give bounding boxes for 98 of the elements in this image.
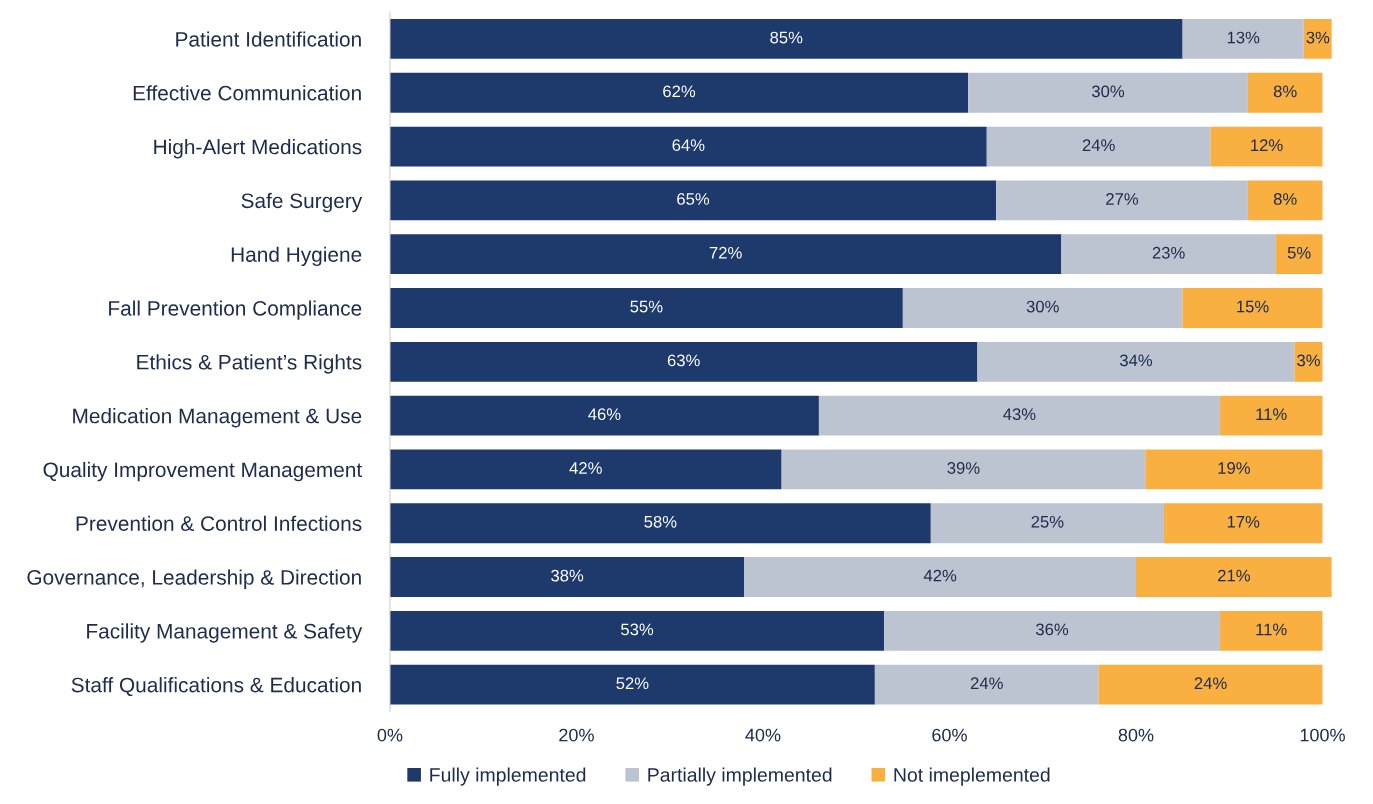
data-label: 19%: [1218, 462, 1250, 474]
x-tick-label: 40%: [745, 728, 781, 742]
bar: [389, 180, 997, 221]
bar: [1247, 72, 1323, 113]
bar: [1145, 449, 1323, 490]
data-label: 8%: [1273, 85, 1297, 98]
data-label: 3%: [1306, 31, 1330, 44]
y-tick-label: High-Alert Medications: [154, 139, 362, 159]
data-label: 25%: [1031, 515, 1064, 528]
data-label: 8%: [1273, 193, 1297, 205]
data-label: 21%: [1218, 569, 1250, 582]
data-label: 24%: [1082, 139, 1115, 151]
data-label: 52%: [616, 677, 649, 690]
data-label: 15%: [1237, 300, 1269, 313]
data-label: 12%: [1251, 139, 1283, 151]
data-label: 3%: [1297, 354, 1320, 367]
y-tick-label: Ethics & Patient’s Rights: [137, 354, 362, 374]
bar: [1219, 395, 1323, 436]
bar: [1210, 126, 1323, 167]
bar: [1135, 557, 1332, 597]
bar: [389, 19, 1183, 59]
data-label: 46%: [588, 408, 621, 421]
data-label: 62%: [663, 85, 696, 98]
bar: [389, 234, 1062, 275]
bar: [389, 288, 903, 328]
data-label: 34%: [1119, 354, 1153, 367]
data-label: 36%: [1036, 623, 1069, 636]
bar: [389, 664, 875, 705]
bar: [1182, 288, 1323, 328]
bar: [986, 126, 1211, 167]
data-label: 39%: [947, 462, 980, 474]
data-label: 43%: [1003, 408, 1036, 421]
bar: [389, 395, 819, 436]
data-label: 72%: [709, 246, 742, 259]
legend-label: Partially implemented: [648, 767, 832, 786]
bar: [1163, 503, 1323, 544]
data-label: 5%: [1287, 246, 1311, 259]
y-tick-label: Prevention & Control Infections: [76, 515, 362, 531]
bar: [744, 557, 1136, 597]
bar: [884, 610, 1220, 651]
bar: [1247, 180, 1323, 221]
data-label: 13%: [1227, 31, 1260, 44]
bar: [389, 610, 885, 651]
y-tick-label: Effective Communication: [133, 85, 361, 101]
data-label: 11%: [1256, 623, 1287, 636]
bar: [818, 395, 1220, 436]
bar: [996, 180, 1248, 221]
legend-label: Not imeplemented: [894, 767, 1050, 786]
bar: [389, 126, 987, 167]
data-label: 17%: [1227, 515, 1260, 528]
bar: [389, 72, 969, 113]
bar: [977, 341, 1295, 382]
data-label: 30%: [1026, 300, 1059, 313]
data-label: 65%: [677, 193, 710, 205]
data-label: 85%: [770, 31, 803, 44]
data-label: 11%: [1256, 408, 1287, 421]
y-tick-label: Patient Identification: [176, 31, 361, 47]
bar: [902, 288, 1183, 328]
y-tick-label: Quality Improvement Management: [43, 461, 363, 482]
y-tick-label: Fall Prevention Compliance: [109, 300, 362, 320]
x-tick-label: 0%: [377, 728, 403, 742]
data-label: 53%: [621, 623, 654, 636]
bar: [968, 72, 1248, 113]
bar: [389, 341, 978, 382]
y-tick-label: Safe Surgery: [241, 192, 363, 213]
legend-label: Fully implemented: [430, 767, 586, 786]
bar: [781, 449, 1146, 490]
bar: [1182, 19, 1304, 59]
data-label: 24%: [1194, 677, 1227, 690]
bar: [874, 664, 1099, 705]
bar: [1275, 234, 1323, 275]
y-tick-label: Staff Qualifications & Education: [71, 677, 361, 697]
data-label: 64%: [672, 139, 705, 152]
data-label: 24%: [970, 677, 1003, 690]
data-label: 27%: [1106, 193, 1139, 205]
bar: [1098, 664, 1323, 705]
x-tick-label: 100%: [1300, 728, 1345, 742]
bar: [930, 503, 1164, 544]
data-label: 30%: [1091, 85, 1125, 98]
data-label: 42%: [923, 569, 957, 582]
data-label: 63%: [667, 354, 700, 367]
y-tick-label: Facility Management & Safety: [87, 623, 363, 643]
x-tick-label: 80%: [1118, 728, 1154, 742]
bar: [389, 503, 931, 544]
x-tick-label: 20%: [559, 728, 594, 742]
bar: [1061, 234, 1276, 275]
bar: [389, 557, 745, 597]
data-label: 23%: [1152, 246, 1185, 259]
data-label: 55%: [630, 300, 663, 313]
data-label: 58%: [644, 515, 677, 528]
data-label: 38%: [551, 569, 584, 582]
x-tick-label: 60%: [932, 728, 967, 742]
y-tick-label: Medication Management & Use: [73, 408, 362, 428]
data-label: 42%: [569, 462, 602, 474]
y-tick-label: Governance, Leadership & Direction: [27, 569, 361, 589]
bar: [389, 449, 782, 490]
y-tick-label: Hand Hygiene: [231, 246, 362, 267]
bar: [1219, 610, 1323, 651]
